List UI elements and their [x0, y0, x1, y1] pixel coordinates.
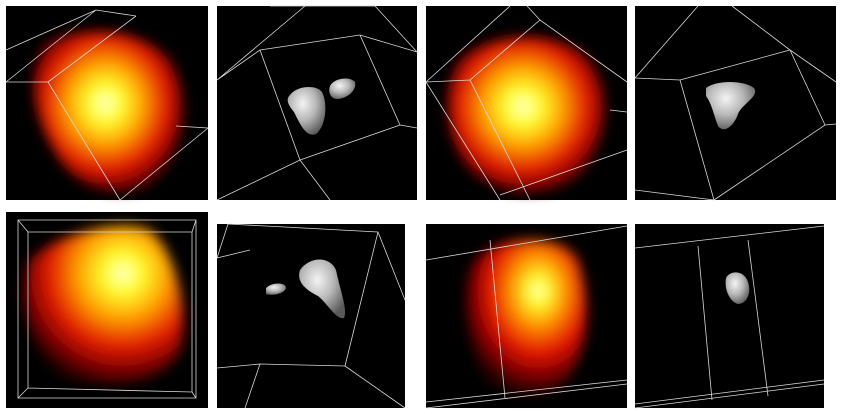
isosurface: [725, 272, 750, 304]
panel: [634, 5, 837, 201]
wireframe-box: [216, 223, 406, 409]
isosurface: [299, 259, 346, 319]
heat-volume: [465, 239, 587, 396]
wireframe-box: [425, 5, 628, 201]
heat-volume: [33, 31, 184, 192]
isosurface: [287, 86, 326, 135]
wireframe-box: [216, 5, 418, 201]
panel: [425, 5, 628, 201]
panel: [216, 223, 406, 409]
wireframe-box: [5, 9, 209, 201]
panel-background: [217, 224, 405, 408]
panel: [634, 224, 825, 409]
heat-volume: [23, 225, 184, 386]
panel: [216, 5, 418, 201]
isosurface: [266, 283, 286, 295]
isosurface: [329, 78, 356, 99]
wireframe-box: [425, 225, 628, 409]
panel: [425, 224, 628, 409]
isosurface: [706, 82, 756, 130]
wireframe-box: [17, 219, 197, 399]
wireframe-box: [634, 5, 837, 201]
wireframe-box: [634, 225, 825, 409]
panel-background: [635, 224, 824, 408]
panel: [5, 6, 209, 201]
panel: [6, 212, 208, 408]
heat-volume: [447, 36, 605, 193]
